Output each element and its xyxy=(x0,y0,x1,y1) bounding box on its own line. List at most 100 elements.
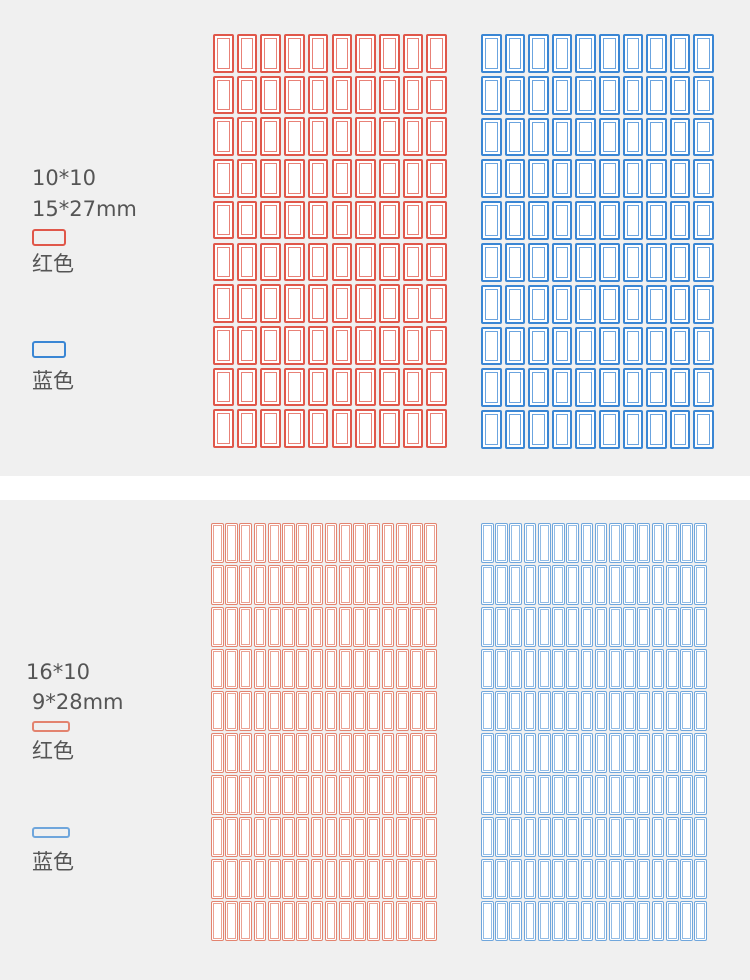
label-inner-border xyxy=(335,413,349,444)
label-inner-border xyxy=(430,288,443,319)
label-inner-border xyxy=(485,372,498,404)
label-inner-border xyxy=(227,860,236,898)
label-sticker xyxy=(575,410,596,449)
label-inner-border xyxy=(653,650,663,688)
label-sticker xyxy=(260,117,282,157)
label-inner-border xyxy=(568,818,578,856)
label-inner-border xyxy=(255,608,265,646)
label-sticker xyxy=(331,284,353,323)
label-sticker xyxy=(495,648,508,690)
label-inner-border xyxy=(596,818,606,856)
label-sticker xyxy=(637,816,651,858)
label-sticker xyxy=(481,564,494,606)
label-inner-border xyxy=(264,79,278,111)
label-inner-border xyxy=(696,692,705,730)
label-inner-border xyxy=(326,818,336,856)
label-sticker xyxy=(331,159,353,198)
label-sticker xyxy=(338,774,352,816)
label-sticker xyxy=(410,900,423,941)
label-sticker xyxy=(284,117,305,157)
label-sticker xyxy=(307,75,329,115)
label-sticker xyxy=(481,732,494,774)
label-sticker xyxy=(260,159,282,198)
label-inner-border xyxy=(217,121,230,153)
label-inner-border xyxy=(582,608,592,646)
label-sticker xyxy=(236,284,258,323)
label-sticker xyxy=(608,606,622,648)
label-inner-border xyxy=(653,818,663,856)
label-inner-border xyxy=(355,608,364,646)
label-inner-border xyxy=(532,38,545,69)
label-sticker xyxy=(426,75,447,115)
label-inner-border xyxy=(298,608,308,646)
label-sticker xyxy=(253,564,267,606)
label-sticker xyxy=(537,900,551,941)
label-sticker xyxy=(509,606,523,648)
label-inner-border xyxy=(241,525,251,562)
label-sticker xyxy=(381,900,395,941)
label-inner-border xyxy=(397,566,407,604)
label-inner-border xyxy=(406,288,420,319)
label-sticker xyxy=(225,564,238,606)
label-sticker xyxy=(580,732,594,774)
label-inner-border xyxy=(426,692,435,730)
label-sticker xyxy=(395,564,409,606)
label-inner-border xyxy=(311,121,325,153)
label-inner-border xyxy=(555,372,569,404)
label-inner-border xyxy=(483,776,492,814)
label-inner-border xyxy=(485,330,498,362)
label-sticker xyxy=(481,117,502,157)
label-inner-border xyxy=(426,902,435,939)
label-inner-border xyxy=(568,776,578,814)
label-sticker xyxy=(378,159,400,198)
label-sticker xyxy=(324,816,338,858)
label-sticker xyxy=(426,34,447,73)
label-inner-border xyxy=(359,413,372,444)
label-sticker xyxy=(381,774,395,816)
label-inner-border xyxy=(369,818,379,856)
label-sticker xyxy=(509,690,523,732)
label-sticker xyxy=(213,367,234,407)
label-inner-border xyxy=(511,566,521,604)
label-sticker xyxy=(338,858,352,900)
label-inner-border xyxy=(539,525,549,562)
label-inner-border xyxy=(673,288,687,320)
label-inner-border xyxy=(532,163,545,195)
label-inner-border xyxy=(241,860,251,898)
label-sticker xyxy=(296,690,310,732)
label-inner-border xyxy=(639,818,649,856)
label-sticker xyxy=(410,774,423,816)
label-sticker xyxy=(594,858,608,900)
label-inner-border xyxy=(539,776,549,814)
label-inner-border xyxy=(426,860,435,898)
label-sticker xyxy=(253,690,267,732)
label-sticker xyxy=(680,606,693,648)
label-sticker xyxy=(622,117,644,157)
label-inner-border xyxy=(610,608,620,646)
label-inner-border xyxy=(227,776,236,814)
label-inner-border xyxy=(355,776,364,814)
label-sticker xyxy=(378,34,400,73)
label-inner-border xyxy=(382,163,396,194)
label-inner-border xyxy=(667,860,677,898)
label-sticker xyxy=(367,606,381,648)
label-sticker xyxy=(537,816,551,858)
label-sticker xyxy=(236,409,258,448)
label-sticker xyxy=(523,564,537,606)
label-inner-border xyxy=(568,902,578,939)
label-sticker xyxy=(575,243,596,282)
label-inner-border xyxy=(284,734,293,772)
label-inner-border xyxy=(335,371,349,403)
label-sticker xyxy=(395,732,409,774)
label-sticker xyxy=(669,117,691,157)
label-sticker xyxy=(693,243,714,282)
label-inner-border xyxy=(240,121,254,153)
label-sticker xyxy=(239,690,253,732)
label-sticker xyxy=(426,117,447,157)
label-inner-border xyxy=(653,566,663,604)
label-inner-border xyxy=(213,692,222,730)
label-sticker xyxy=(236,367,258,407)
label-inner-border xyxy=(696,902,705,939)
blue-label-sheet xyxy=(481,523,707,941)
label-inner-border xyxy=(532,121,545,153)
